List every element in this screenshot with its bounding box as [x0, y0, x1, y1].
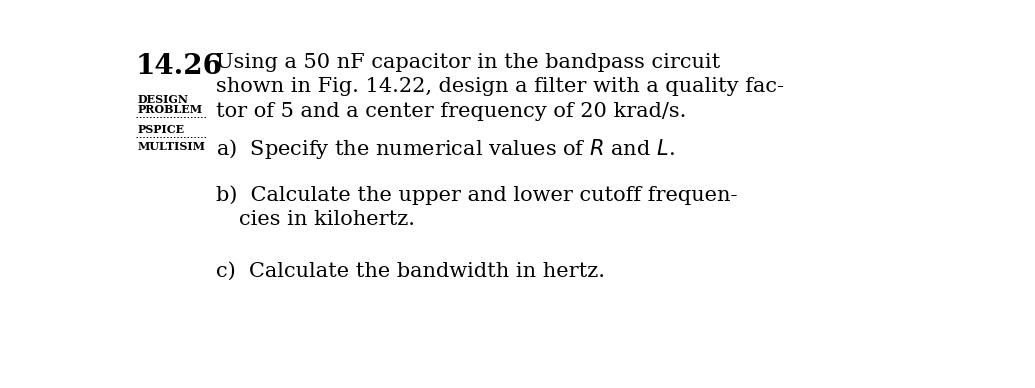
Text: Using a 50 nF capacitor in the bandpass circuit: Using a 50 nF capacitor in the bandpass … [216, 53, 720, 72]
Text: DESIGN: DESIGN [137, 94, 188, 105]
Text: tor of 5 and a center frequency of 20 krad/s.: tor of 5 and a center frequency of 20 kr… [216, 102, 686, 121]
Text: 14.26: 14.26 [136, 53, 223, 80]
Text: cies in kilohertz.: cies in kilohertz. [239, 210, 415, 229]
Text: PROBLEM: PROBLEM [137, 104, 202, 115]
Text: PSPICE: PSPICE [137, 123, 184, 135]
Text: b)  Calculate the upper and lower cutoff frequen-: b) Calculate the upper and lower cutoff … [216, 185, 738, 205]
Text: a)  Specify the numerical values of $R$ and $L$.: a) Specify the numerical values of $R$ a… [216, 137, 675, 161]
Text: MULTISIM: MULTISIM [137, 140, 205, 151]
Text: c)  Calculate the bandwidth in hertz.: c) Calculate the bandwidth in hertz. [216, 262, 605, 281]
Text: shown in Fig. 14.22, design a filter with a quality fac-: shown in Fig. 14.22, design a filter wit… [216, 77, 785, 96]
